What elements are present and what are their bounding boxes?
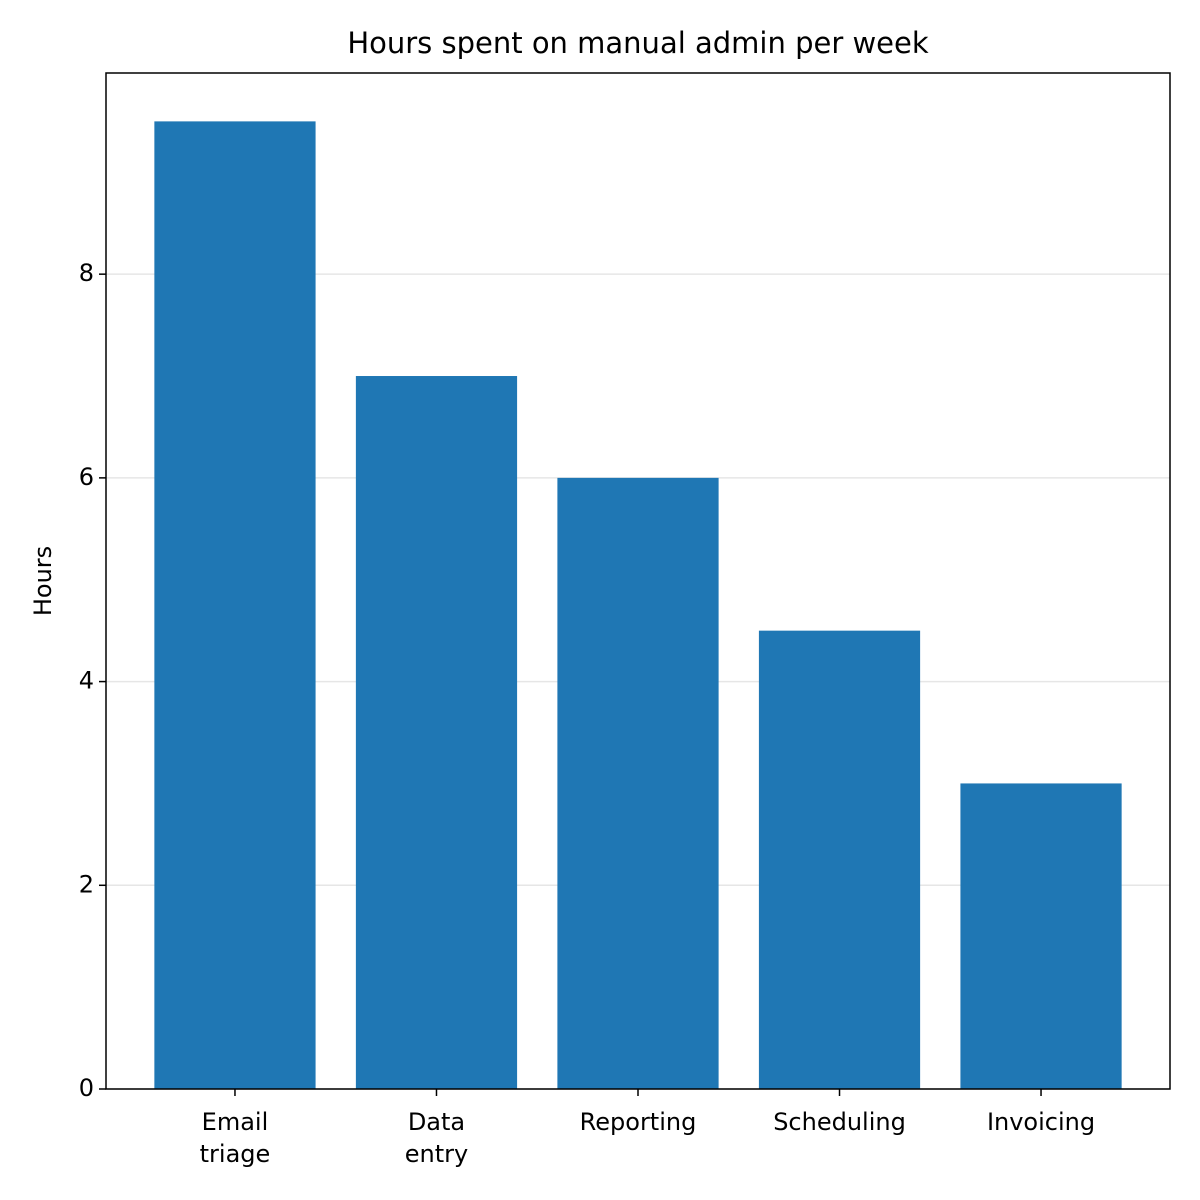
bar xyxy=(154,121,316,1089)
y-axis-label: Hours xyxy=(29,546,57,616)
x-tick-label: Email triage xyxy=(200,1108,271,1168)
x-tick-label: Scheduling xyxy=(773,1108,906,1136)
plot-frame xyxy=(105,72,1171,1090)
x-tick-label: Data entry xyxy=(405,1108,468,1168)
bar xyxy=(758,630,921,1089)
y-tick-label: 0 xyxy=(79,1074,94,1102)
bar xyxy=(557,477,719,1089)
y-tick-label: 2 xyxy=(79,870,94,898)
bar xyxy=(355,376,518,1089)
bar xyxy=(960,783,1122,1089)
y-tick-label: 6 xyxy=(79,463,94,491)
chart-title: Hours spent on manual admin per week xyxy=(347,26,929,60)
y-tick-label: 8 xyxy=(79,259,94,287)
x-tick-label: Invoicing xyxy=(987,1108,1095,1136)
x-tick-label: Reporting xyxy=(580,1108,697,1136)
y-tick-label: 4 xyxy=(79,667,94,695)
